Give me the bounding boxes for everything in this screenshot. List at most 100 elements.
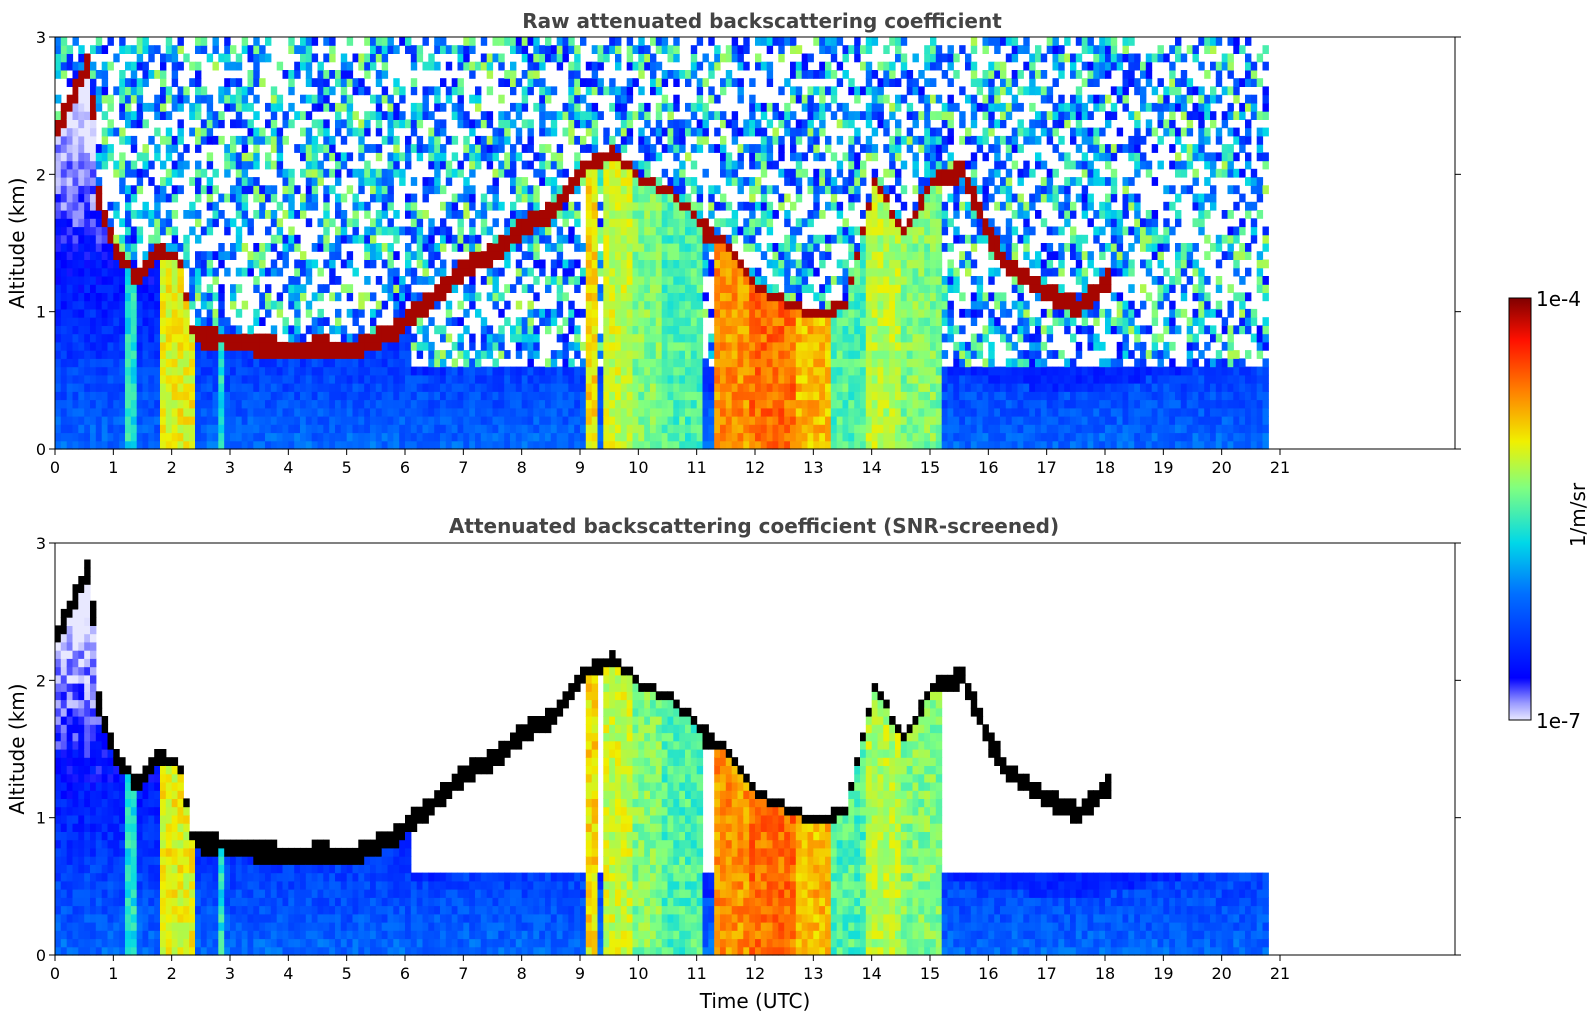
heatmap-cell <box>101 432 109 442</box>
heatmap-cell <box>136 325 144 335</box>
heatmap-cell <box>335 341 342 351</box>
heatmap-cell <box>819 308 826 318</box>
heatmap-cell <box>241 374 249 384</box>
heatmap-cell <box>84 391 91 401</box>
heatmap-cell <box>212 111 219 120</box>
heatmap-cell <box>644 366 651 376</box>
heatmap-cell <box>107 366 114 376</box>
heatmap-cell <box>95 358 103 368</box>
heatmap-cell <box>451 111 459 120</box>
heatmap-cell <box>387 119 394 129</box>
heatmap-cell <box>667 383 674 392</box>
heatmap-cell <box>405 267 412 277</box>
heatmap-cell <box>125 201 132 211</box>
heatmap-cell <box>609 185 616 195</box>
heatmap-cell <box>580 308 587 318</box>
heatmap-cell <box>545 127 552 137</box>
heatmap-cell <box>620 102 628 112</box>
heatmap-cell <box>136 37 144 46</box>
heatmap-cell <box>405 144 412 153</box>
heatmap-cell <box>819 440 826 450</box>
heatmap-cell <box>78 243 85 252</box>
heatmap-cell <box>661 325 669 335</box>
heatmap-cell <box>480 218 488 228</box>
heatmap-cell <box>305 325 313 335</box>
heatmap-cell <box>72 201 79 211</box>
heatmap-cell <box>55 144 62 153</box>
heatmap-cell <box>515 317 523 326</box>
heatmap-cell <box>620 86 628 96</box>
heatmap-cell <box>224 317 231 326</box>
heatmap-cell <box>60 135 68 145</box>
heatmap-cell <box>78 317 85 326</box>
heatmap-cell <box>574 432 581 442</box>
heatmap-cell <box>399 317 406 326</box>
heatmap-cell <box>165 333 173 343</box>
heatmap-cell <box>457 168 464 178</box>
heatmap-cell <box>632 111 639 120</box>
heatmap-cell <box>434 424 441 434</box>
heatmap-cell <box>585 243 593 252</box>
heatmap-cell <box>492 193 499 203</box>
heatmap-cell <box>515 234 523 244</box>
heatmap-cell <box>638 432 645 442</box>
heatmap-cell <box>154 325 161 335</box>
heatmap-cell <box>842 284 849 293</box>
heatmap-cell <box>795 119 803 129</box>
heatmap-cell <box>778 424 785 434</box>
heatmap-cell <box>422 300 429 310</box>
heatmap-cell <box>393 111 400 120</box>
heatmap-cell <box>585 144 593 153</box>
heatmap-cell <box>469 440 476 450</box>
heatmap-cell <box>200 383 208 392</box>
heatmap-cell <box>95 177 103 186</box>
heatmap-cell <box>253 144 260 153</box>
heatmap-cell <box>463 210 470 219</box>
heatmap-cell <box>428 407 435 417</box>
heatmap-cell <box>387 366 394 376</box>
heatmap-cell <box>766 144 774 153</box>
heatmap-cell <box>224 37 231 46</box>
heatmap-cell <box>568 102 575 112</box>
heatmap-cell <box>130 391 138 401</box>
heatmap-cell <box>638 201 645 211</box>
heatmap-cell <box>125 407 132 417</box>
heatmap-cell <box>189 383 196 392</box>
heatmap-cell <box>702 391 709 401</box>
heatmap-cell <box>510 366 517 376</box>
heatmap-cell <box>230 152 237 162</box>
heatmap-cell <box>807 350 814 359</box>
heatmap-cell <box>760 102 768 112</box>
heatmap-cell <box>486 61 494 71</box>
heatmap-cell <box>568 201 575 211</box>
heatmap-cell <box>282 440 289 450</box>
heatmap-cell <box>539 111 546 120</box>
heatmap-cell <box>725 177 733 186</box>
heatmap-cell <box>119 341 126 351</box>
heatmap-cell <box>644 276 651 285</box>
heatmap-cell <box>381 300 389 310</box>
heatmap-cell <box>370 177 377 186</box>
heatmap-cell <box>615 201 622 211</box>
heatmap-cell <box>749 119 756 129</box>
heatmap-cell <box>335 366 342 376</box>
heatmap-cell <box>475 407 482 417</box>
heatmap-cell <box>253 317 260 326</box>
heatmap-cell <box>725 234 733 244</box>
heatmap-cell <box>510 70 517 79</box>
heatmap-cell <box>329 185 336 195</box>
heatmap-cell <box>370 383 377 392</box>
heatmap-cell <box>84 383 91 392</box>
heatmap-cell <box>311 193 319 203</box>
heatmap-cell <box>638 251 645 260</box>
heatmap-cell <box>475 61 482 71</box>
heatmap-cell <box>731 350 739 359</box>
heatmap-cell <box>119 300 126 310</box>
heatmap-cell <box>84 168 91 178</box>
heatmap-cell <box>714 300 721 310</box>
heatmap-cell <box>428 341 435 351</box>
heatmap-cell <box>154 366 161 376</box>
heatmap-cell <box>107 61 114 71</box>
heatmap-cell <box>72 70 79 79</box>
heatmap-cell <box>445 407 453 417</box>
